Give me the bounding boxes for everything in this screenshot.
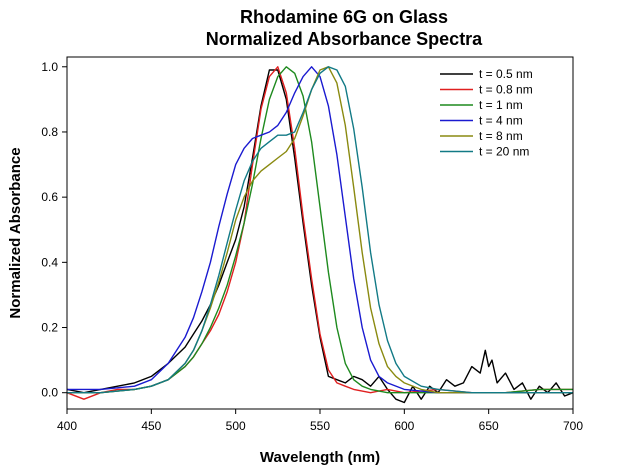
- y-axis-label: Normalized Absorbance: [7, 147, 24, 318]
- y-tick-label: 0.6: [41, 190, 58, 204]
- x-axis-label: Wavelength (nm): [260, 449, 380, 466]
- legend-label: t = 0.5 nm: [479, 67, 533, 81]
- plot-area: [67, 66, 573, 404]
- x-tick-label: 400: [57, 419, 77, 433]
- legend: t = 0.5 nmt = 0.8 nmt = 1 nmt = 4 nmt = …: [440, 67, 533, 159]
- y-tick-label: 0.0: [41, 386, 58, 400]
- x-tick-label: 500: [226, 419, 246, 433]
- x-tick-label: 550: [310, 419, 330, 433]
- y-tick-label: 1.0: [41, 60, 58, 74]
- legend-label: t = 0.8 nm: [479, 83, 533, 97]
- x-tick-label: 700: [563, 419, 583, 433]
- legend-label: t = 4 nm: [479, 114, 523, 128]
- x-tick-label: 450: [141, 419, 161, 433]
- legend-label: t = 1 nm: [479, 98, 523, 112]
- y-axis: 0.0 0.2 0.4 0.6 0.8 1.0: [41, 60, 67, 400]
- x-axis: 400 450 500 550 600 650 700: [57, 409, 583, 433]
- series-line-3: [67, 66, 573, 394]
- y-tick-label: 0.4: [41, 255, 58, 269]
- chart-title-line-1: Rhodamine 6G on Glass: [240, 7, 448, 27]
- x-tick-label: 650: [479, 419, 499, 433]
- y-tick-label: 0.8: [41, 125, 58, 139]
- chart-title-line-2: Normalized Absorbance Spectra: [206, 29, 483, 49]
- series-line-6: [67, 66, 573, 394]
- legend-label: t = 20 nm: [479, 145, 529, 159]
- legend-label: t = 8 nm: [479, 129, 523, 143]
- series-line-1: [67, 69, 573, 404]
- x-tick-label: 600: [394, 419, 414, 433]
- y-tick-label: 0.2: [41, 321, 58, 335]
- series-line-4: [67, 66, 573, 394]
